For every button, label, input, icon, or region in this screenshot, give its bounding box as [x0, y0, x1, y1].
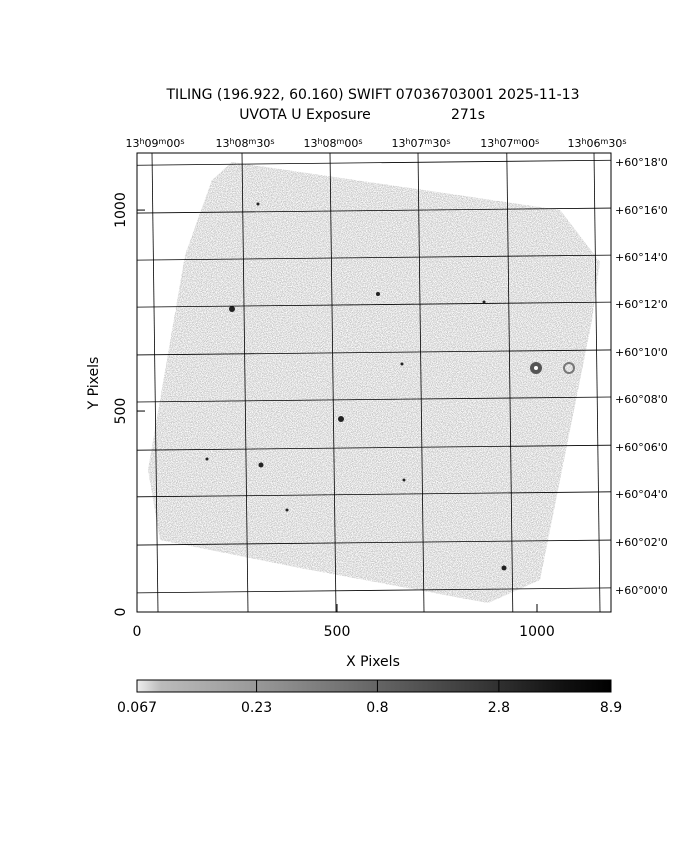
dec-tick-label: +60°08'0 — [615, 393, 668, 406]
ra-tick-part: h — [494, 137, 499, 146]
dec-grid-line — [136, 301, 612, 308]
ra-tick-part: m — [159, 137, 167, 146]
ra-tick-label: 13h08m30s — [215, 137, 274, 150]
ra-tick-part: s — [358, 137, 362, 146]
dec-tick-label: +60°14'0 — [615, 251, 668, 264]
ra-tick-part: h — [229, 137, 234, 146]
ra-grid-line — [329, 152, 337, 613]
dec-grid-line — [136, 254, 612, 261]
ra-tick-part: m — [513, 137, 521, 146]
plot-frame — [136, 152, 612, 613]
ra-tick-part: s — [535, 137, 539, 146]
ra-tick-part: s — [446, 137, 450, 146]
dec-grid-line — [136, 587, 612, 594]
ra-tick-part: 09 — [145, 137, 159, 150]
dec-tick-label: +60°16'0 — [615, 204, 668, 217]
ra-grid-line — [593, 152, 601, 613]
ra-grid-line — [506, 152, 514, 613]
dec-tick-label: +60°18'0 — [615, 156, 668, 169]
exposure: 271s — [451, 107, 485, 123]
ra-tick-part: 13 — [567, 137, 581, 150]
dec-tick-label: +60°00'0 — [615, 584, 668, 597]
ra-tick-part: 13 — [215, 137, 229, 150]
chart-subtitle: UVOTA U Exposure — [239, 107, 371, 123]
dec-tick-label: +60°04'0 — [615, 488, 668, 501]
ra-tick-label: 13h06m30s — [567, 137, 626, 150]
ra-tick-part: 13 — [125, 137, 139, 150]
ra-grid-line — [417, 152, 425, 613]
ra-tick-label: 13h07m30s — [391, 137, 450, 150]
dec-grid-line — [136, 207, 612, 214]
ra-tick-part: 07 — [499, 137, 513, 150]
ra-grid-line — [151, 152, 159, 613]
y-axis-label: Y Pixels — [86, 357, 102, 411]
ra-tick-part: 13 — [480, 137, 494, 150]
ra-tick-part: m — [249, 137, 257, 146]
ra-tick-label: 13h07m00s — [480, 137, 539, 150]
exposure-map — [148, 162, 600, 603]
ra-tick-part: 06 — [587, 137, 601, 150]
ra-tick-part: h — [581, 137, 586, 146]
image — [148, 162, 600, 603]
ra-tick-part: 13 — [391, 137, 405, 150]
ra-tick-part: 08 — [235, 137, 249, 150]
dec-tick-label: +60°12'0 — [615, 298, 668, 311]
ra-tick-part: 00 — [521, 137, 535, 150]
dec-grid-line — [136, 349, 612, 356]
y-tick-label: 0 — [113, 608, 129, 617]
ra-tick-part: s — [180, 137, 184, 146]
ra-tick-part: 08 — [323, 137, 337, 150]
colorbar-tick-label: 0.23 — [241, 700, 272, 716]
x-tick-label: 0 — [133, 624, 142, 640]
ra-grid-line — [241, 152, 249, 613]
ra-tick-part: 00 — [166, 137, 180, 150]
ra-tick-part: m — [601, 137, 609, 146]
dec-grid-line — [136, 444, 612, 451]
colorbar-tick-label: 0.067 — [117, 700, 157, 716]
colorbar-tick-label: 0.8 — [366, 700, 388, 716]
ra-tick-part: 13 — [303, 137, 317, 150]
ra-tick-part: s — [270, 137, 274, 146]
dec-grid-line — [136, 396, 612, 403]
sources — [205, 202, 575, 571]
x-tick-label: 1000 — [519, 624, 555, 640]
dec-tick-label: +60°10'0 — [615, 346, 668, 359]
dec-tick-label: +60°02'0 — [615, 536, 668, 549]
ra-tick-part: h — [139, 137, 144, 146]
ra-tick-part: 07 — [411, 137, 425, 150]
ra-tick-part: m — [337, 137, 345, 146]
x-tick-label: 500 — [324, 624, 351, 640]
ra-tick-label: 13h08m00s — [303, 137, 362, 150]
ra-tick-part: h — [317, 137, 322, 146]
ra-tick-part: s — [622, 137, 626, 146]
dec-grid-line — [136, 159, 612, 166]
colorbar-tick-label: 8.9 — [600, 700, 622, 716]
ra-tick-part: 30 — [256, 137, 270, 150]
ra-tick-label: 13h09m00s — [125, 137, 184, 150]
chart-title: TILING (196.922, 60.160) SWIFT 070367030… — [166, 87, 580, 103]
dec-tick-label: +60°06'0 — [615, 441, 668, 454]
y-tick-label: 500 — [113, 398, 129, 425]
ra-tick-part: m — [425, 137, 433, 146]
dec-grid-line — [136, 491, 612, 498]
ra-tick-part: 00 — [344, 137, 358, 150]
colorbar-tick-label: 2.8 — [488, 700, 510, 716]
ra-tick-part: 30 — [432, 137, 446, 150]
x-axis-label: X Pixels — [346, 654, 400, 670]
dec-grid-line — [136, 539, 612, 546]
y-tick-label: 1000 — [113, 192, 129, 228]
ra-tick-part: h — [405, 137, 410, 146]
colorbar — [136, 679, 612, 693]
ra-tick-part: 30 — [608, 137, 622, 150]
